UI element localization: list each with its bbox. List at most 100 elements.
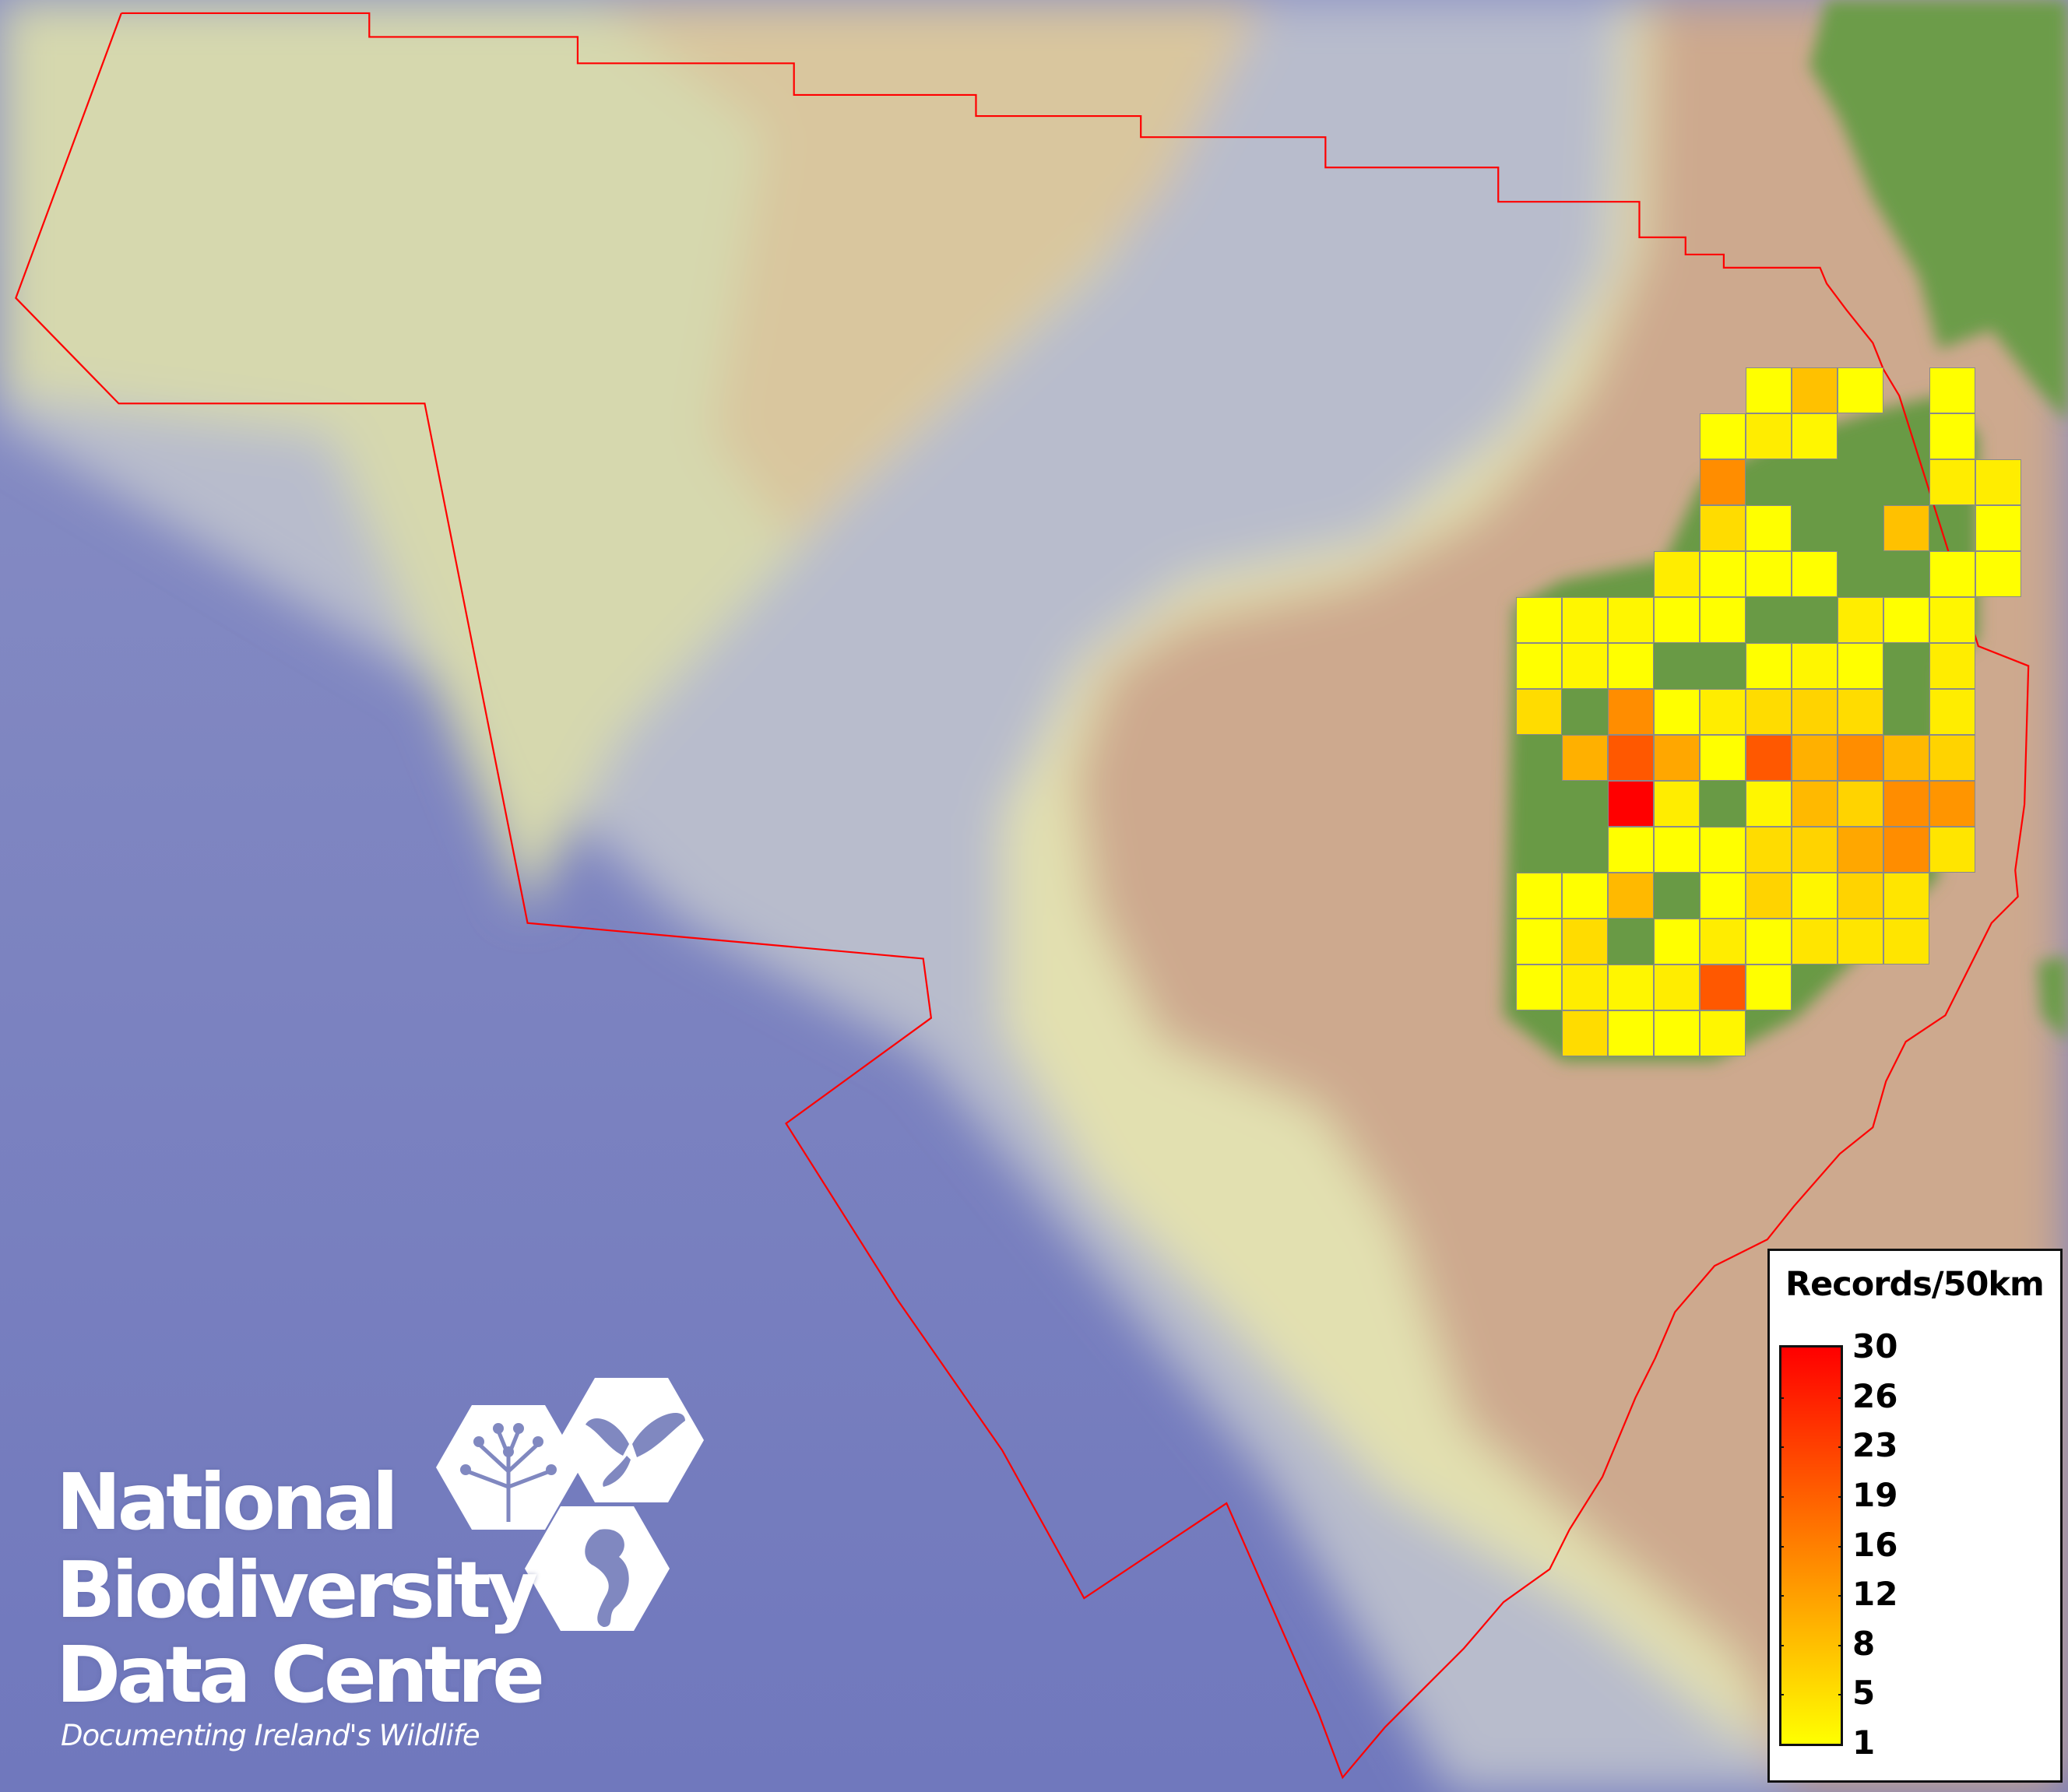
grid-cell — [1516, 965, 1562, 1010]
grid-cell — [1562, 1010, 1608, 1056]
grid-cell — [1838, 643, 1883, 689]
grid-cell — [1654, 551, 1700, 597]
grid-cell — [1838, 735, 1883, 781]
grid-cell — [1700, 1010, 1746, 1056]
grid-cell — [1746, 367, 1792, 413]
grid-cell — [1838, 367, 1883, 413]
legend-tick-mark — [1838, 1397, 1841, 1399]
grid-cell — [1838, 827, 1883, 873]
grid-cell — [1654, 1010, 1700, 1056]
grid-cell — [1700, 413, 1746, 459]
logo-text-data-centre: Data Centre — [56, 1629, 545, 1720]
grid-cell — [1746, 505, 1792, 551]
legend-tick-mark — [1781, 1694, 1784, 1696]
grid-cell — [1746, 873, 1792, 919]
grid-cell — [1792, 919, 1838, 965]
grid-cell — [1883, 919, 1929, 965]
legend-tick-label: 23 — [1852, 1426, 1898, 1465]
grid-cell — [1975, 551, 2021, 597]
grid-cell — [1700, 965, 1746, 1010]
grid-cell — [1929, 781, 1975, 827]
records-grid — [1516, 367, 2021, 1056]
legend-tick-mark — [1781, 1446, 1784, 1449]
butterfly-icon — [559, 1378, 704, 1502]
grid-cell — [1562, 735, 1608, 781]
legend-tick-mark — [1838, 1446, 1841, 1449]
grid-cell — [1562, 643, 1608, 689]
grid-cell — [1516, 919, 1562, 965]
grid-cell — [1746, 413, 1792, 459]
grid-cell — [1608, 873, 1654, 919]
grid-cell — [1700, 551, 1746, 597]
grid-cell — [1792, 643, 1838, 689]
legend-tick-mark — [1838, 1694, 1841, 1696]
grid-cell — [1700, 735, 1746, 781]
grid-cell — [1929, 551, 1975, 597]
tree-icon — [436, 1405, 581, 1530]
grid-cell — [1838, 919, 1883, 965]
grid-cell — [1516, 597, 1562, 643]
grid-cell — [1746, 735, 1792, 781]
grid-cell — [1929, 689, 1975, 735]
grid-cell — [1792, 413, 1838, 459]
grid-cell — [1792, 873, 1838, 919]
grid-cell — [1562, 965, 1608, 1010]
grid-cell — [1883, 597, 1929, 643]
grid-cell — [1746, 827, 1792, 873]
legend-tick-mark — [1838, 1545, 1841, 1548]
legend-tick-mark — [1838, 1495, 1841, 1498]
grid-cell — [1700, 505, 1746, 551]
grid-cell — [1562, 919, 1608, 965]
grid-cell — [1883, 505, 1929, 551]
grid-cell — [1608, 643, 1654, 689]
grid-cell — [1792, 551, 1838, 597]
grid-cell — [1883, 781, 1929, 827]
grid-cell — [1838, 781, 1883, 827]
central-shelf — [593, 0, 1267, 541]
legend-tick-mark — [1781, 1595, 1784, 1597]
grid-cell — [1792, 367, 1838, 413]
grid-cell — [1929, 827, 1975, 873]
grid-cell — [1562, 873, 1608, 919]
legend-tick-mark — [1781, 1397, 1784, 1399]
legend-title: Records/50km — [1785, 1265, 2045, 1304]
grid-cell — [1608, 1010, 1654, 1056]
grid-cell — [1929, 597, 1975, 643]
logo-text-national: National — [56, 1456, 399, 1548]
grid-cell — [1608, 781, 1654, 827]
wales-land — [2038, 956, 2068, 1042]
legend-tick-label: 12 — [1852, 1575, 1898, 1614]
grid-cell — [1700, 459, 1746, 505]
legend-tick-mark — [1781, 1495, 1784, 1498]
grid-cell — [1929, 459, 1975, 505]
grid-cell — [1654, 965, 1700, 1010]
grid-cell — [1929, 367, 1975, 413]
grid-cell — [1975, 505, 2021, 551]
grid-cell — [1562, 597, 1608, 643]
grid-cell — [1929, 735, 1975, 781]
legend-tick-mark — [1838, 1644, 1841, 1646]
grid-cell — [1654, 919, 1700, 965]
great-britain-land — [1810, 0, 2068, 423]
grid-cell — [1654, 827, 1700, 873]
grid-cell — [1746, 919, 1792, 965]
grid-cell — [1746, 781, 1792, 827]
grid-cell — [1654, 735, 1700, 781]
grid-cell — [1700, 919, 1746, 965]
grid-cell — [1792, 781, 1838, 827]
logo-text-biodiversity: Biodiversity — [56, 1544, 538, 1636]
grid-cell — [1792, 735, 1838, 781]
grid-cell — [1838, 597, 1883, 643]
seahorse-icon — [525, 1506, 670, 1631]
legend-tick-label: 5 — [1852, 1674, 1876, 1713]
grid-cell — [1792, 827, 1838, 873]
grid-cell — [1700, 827, 1746, 873]
grid-cell — [1883, 827, 1929, 873]
grid-cell — [1700, 597, 1746, 643]
grid-cell — [1608, 689, 1654, 735]
legend-tick-label: 16 — [1852, 1525, 1898, 1564]
legend-tick-label: 26 — [1852, 1376, 1898, 1415]
grid-cell — [1746, 643, 1792, 689]
grid-cell — [1838, 689, 1883, 735]
grid-cell — [1700, 689, 1746, 735]
